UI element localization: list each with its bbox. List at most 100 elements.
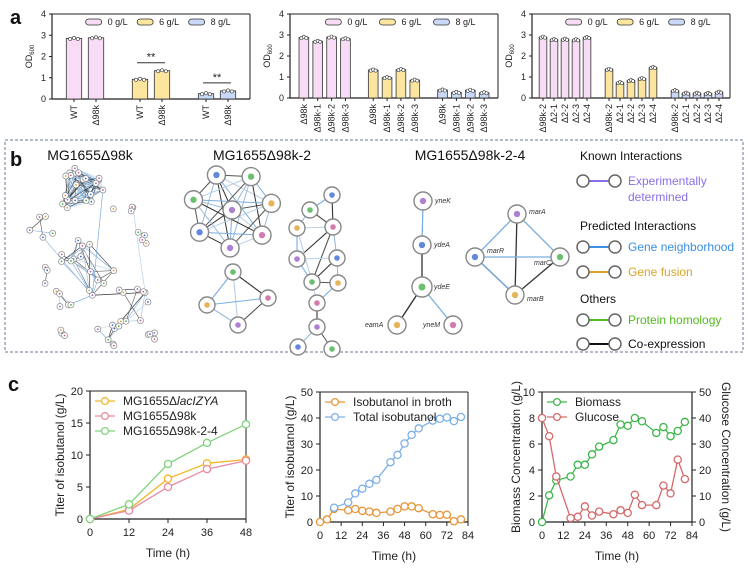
protein-structure-icon [449, 321, 457, 329]
legend-node-icon [608, 265, 622, 279]
protein-structure-icon [98, 177, 100, 180]
interaction-edge [122, 292, 141, 321]
protein-structure-icon [190, 196, 197, 203]
bar [153, 70, 171, 100]
data-point [365, 507, 374, 516]
bar [395, 69, 407, 99]
protein-structure-icon [59, 305, 61, 308]
data-point [393, 504, 402, 514]
interaction-edge [514, 256, 561, 296]
data-point [449, 416, 459, 426]
protein-structure-icon [556, 253, 564, 261]
replicate-point [200, 92, 205, 97]
legend-gene-fusion: Gene fusion [628, 265, 693, 279]
y-tick-label: 4 [521, 9, 526, 19]
y-tick-label: 2 [529, 491, 535, 503]
y-right-tick-label: 20 [699, 465, 711, 477]
data-point [442, 510, 452, 519]
x-tick-label: Δ2-4 [582, 104, 592, 123]
x-tick-label: Δ98k-1 [382, 104, 392, 133]
x-tick-label: Δ98k [91, 105, 101, 126]
protein-structure-icon [196, 229, 203, 236]
data-point [85, 514, 95, 524]
protein-structure-icon [84, 177, 87, 180]
data-point [350, 504, 360, 514]
data-point [623, 508, 632, 518]
legend-node-icon [576, 337, 590, 351]
interaction-edge [29, 229, 53, 234]
data-point [680, 474, 690, 484]
x-tick-label: Δ98k-2 [538, 104, 548, 133]
protein-structure-icon [102, 282, 105, 285]
protein-structure-icon [55, 290, 58, 293]
replicate-point [207, 92, 212, 97]
protein-structure-icon [89, 193, 92, 196]
y-tick-label: 4 [279, 9, 284, 19]
bar [326, 36, 337, 99]
protein-structure-icon [89, 270, 92, 273]
y-tick-label: 0 [77, 514, 83, 526]
protein-structure-icon [113, 327, 116, 330]
x-tick-label: Δ98k [299, 104, 309, 125]
protein-structure-icon [44, 282, 46, 285]
protein-structure-icon [63, 334, 66, 337]
legend-marker [100, 411, 110, 421]
interaction-legend: Known Interactions Predicted Interaction… [576, 149, 734, 351]
protein-structure-icon [70, 304, 72, 306]
replicate-point [229, 89, 234, 94]
gene-label-yneM: yneM [422, 322, 440, 329]
x-tick-label: Δ2-4 [714, 104, 724, 123]
y-tick-label: 2 [279, 51, 284, 61]
x-tick-label: 0 [317, 530, 323, 542]
data-point [573, 460, 582, 470]
x-tick-label: 12 [123, 527, 135, 539]
replicate-point [401, 68, 406, 73]
protein-structure-icon [111, 324, 114, 327]
y-tick-label: 4 [529, 465, 535, 477]
protein-structure-icon [136, 288, 139, 290]
data-point [659, 422, 668, 432]
bar [549, 39, 559, 99]
protein-structure-icon [95, 182, 97, 185]
protein-structure-icon [309, 279, 315, 285]
data-point [343, 498, 353, 507]
interaction-edge [67, 200, 87, 209]
x-tick-label: Δ2-3 [637, 104, 647, 123]
bar [615, 82, 625, 99]
x-tick-label: Δ98k-1 [313, 104, 323, 133]
x-tick-label: Δ2-2 [626, 104, 636, 123]
legend-label: 8 g/L [691, 17, 711, 27]
protein-structure-icon [235, 322, 241, 328]
protein-structure-icon [79, 255, 82, 258]
y-tick-label: 2 [521, 51, 526, 61]
data-point [537, 517, 547, 527]
bar [381, 77, 393, 99]
y-axis-label-sub: 600 [510, 44, 516, 55]
x-tick-label: WT [69, 105, 79, 119]
data-point [609, 435, 618, 445]
x-tick-label: Δ98k-2 [396, 104, 406, 133]
protein-structure-icon [70, 260, 72, 262]
protein-structure-icon [51, 232, 54, 235]
gene-label-marB: marB [527, 296, 544, 303]
x-tick-label: 12 [557, 530, 569, 542]
y-tick-label: 1 [521, 72, 526, 82]
replicate-point [304, 36, 309, 40]
data-point [573, 512, 582, 522]
x-tick-label: WT [201, 105, 211, 119]
protein-structure-icon [230, 269, 236, 275]
data-point [393, 450, 402, 460]
x-axis-label: Time (h) [146, 546, 190, 560]
known-interactions-title: Known Interactions [580, 149, 682, 163]
replicate-point [318, 39, 323, 44]
protein-structure-icon [64, 194, 67, 197]
protein-structure-icon [122, 291, 125, 294]
protein-structure-icon [28, 229, 31, 232]
x-tick-label: 24 [356, 530, 368, 542]
replicate-point [609, 67, 613, 72]
protein-structure-icon [213, 171, 220, 179]
data-point [241, 420, 251, 429]
y-tick-label: 6 [529, 439, 535, 451]
interaction-edge [132, 207, 146, 293]
data-point [163, 482, 173, 492]
